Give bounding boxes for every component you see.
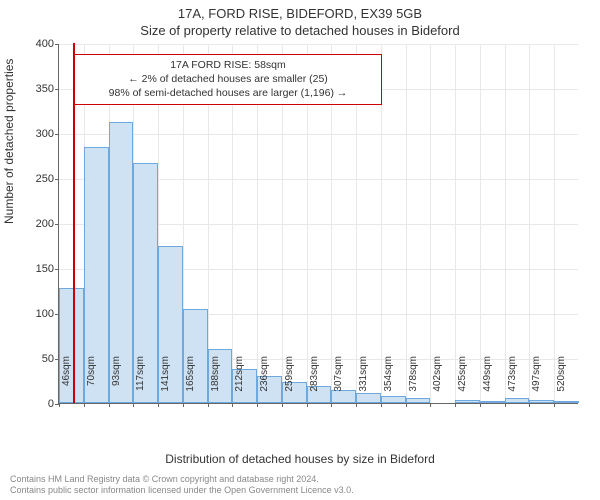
ytick-mark — [55, 269, 59, 270]
chart-container: 17A, FORD RISE, BIDEFORD, EX39 5GB Size … — [0, 0, 600, 500]
xtick-mark — [257, 403, 258, 407]
xtick-label: 425sqm — [457, 356, 468, 406]
ytick-label: 400 — [14, 38, 54, 50]
xtick-mark — [208, 403, 209, 407]
xtick-mark — [282, 403, 283, 407]
ytick-label: 150 — [14, 263, 54, 275]
gridline-vertical — [480, 44, 481, 403]
gridline-vertical — [505, 44, 506, 403]
ytick-label: 0 — [14, 398, 54, 410]
xtick-label: 354sqm — [383, 356, 394, 406]
xtick-label: 141sqm — [160, 356, 171, 406]
ytick-mark — [55, 44, 59, 45]
xtick-mark — [109, 403, 110, 407]
ytick-label: 200 — [14, 218, 54, 230]
xtick-label: 283sqm — [309, 356, 320, 406]
xtick-mark — [480, 403, 481, 407]
xtick-label: 473sqm — [507, 356, 518, 406]
xtick-label: 497sqm — [531, 356, 542, 406]
gridline-vertical — [430, 44, 431, 403]
xtick-mark — [307, 403, 308, 407]
gridline-horizontal — [59, 44, 578, 45]
xtick-label: 212sqm — [234, 356, 245, 406]
ytick-mark — [55, 134, 59, 135]
gridline-vertical — [529, 44, 530, 403]
xtick-label: 70sqm — [86, 356, 97, 406]
x-axis-label: Distribution of detached houses by size … — [0, 452, 600, 466]
ytick-label: 50 — [14, 353, 54, 365]
xtick-label: 520sqm — [556, 356, 567, 406]
xtick-label: 165sqm — [185, 356, 196, 406]
xtick-label: 402sqm — [432, 356, 443, 406]
ytick-label: 100 — [14, 308, 54, 320]
ytick-mark — [55, 89, 59, 90]
ytick-mark — [55, 179, 59, 180]
gridline-horizontal — [59, 134, 578, 135]
xtick-label: 236sqm — [259, 356, 270, 406]
xtick-label: 188sqm — [210, 356, 221, 406]
xtick-label: 117sqm — [135, 356, 146, 406]
footer-attribution: Contains HM Land Registry data © Crown c… — [10, 474, 354, 496]
footer-line1: Contains HM Land Registry data © Crown c… — [10, 474, 354, 485]
xtick-label: 449sqm — [482, 356, 493, 406]
xtick-label: 259sqm — [284, 356, 295, 406]
xtick-mark — [381, 403, 382, 407]
footer-line2: Contains public sector information licen… — [10, 485, 354, 496]
gridline-vertical — [455, 44, 456, 403]
xtick-mark — [183, 403, 184, 407]
chart-title-line2: Size of property relative to detached ho… — [0, 21, 600, 38]
xtick-label: 93sqm — [111, 356, 122, 406]
annotation-line2: ← 2% of detached houses are smaller (25) — [83, 72, 373, 86]
ytick-mark — [55, 224, 59, 225]
xtick-mark — [158, 403, 159, 407]
annotation-box: 17A FORD RISE: 58sqm ← 2% of detached ho… — [74, 54, 382, 105]
xtick-mark — [505, 403, 506, 407]
annotation-line3: 98% of semi-detached houses are larger (… — [83, 86, 373, 100]
annotation-line1: 17A FORD RISE: 58sqm — [83, 58, 373, 72]
xtick-label: 331sqm — [358, 356, 369, 406]
xtick-mark — [406, 403, 407, 407]
xtick-label: 46sqm — [61, 356, 72, 406]
ytick-label: 300 — [14, 128, 54, 140]
xtick-label: 378sqm — [408, 356, 419, 406]
chart-title-line1: 17A, FORD RISE, BIDEFORD, EX39 5GB — [0, 0, 600, 21]
xtick-mark — [356, 403, 357, 407]
xtick-mark — [59, 403, 60, 407]
xtick-label: 307sqm — [333, 356, 344, 406]
gridline-vertical — [406, 44, 407, 403]
gridline-vertical — [554, 44, 555, 403]
ytick-label: 350 — [14, 83, 54, 95]
xtick-mark — [84, 403, 85, 407]
ytick-label: 250 — [14, 173, 54, 185]
